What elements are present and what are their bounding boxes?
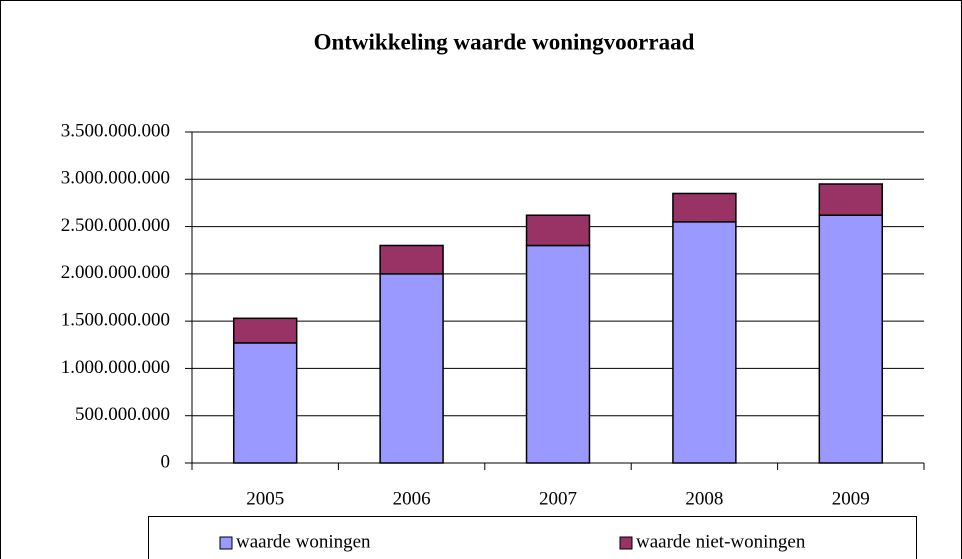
legend-label: waarde niet-woningen <box>636 531 806 552</box>
x-tick-label: 2009 <box>832 488 870 509</box>
bar-segment <box>232 317 298 344</box>
x-tick-label: 2007 <box>539 488 577 509</box>
legend-swatch <box>619 536 633 550</box>
y-tick-label: 3.000.000.000 <box>61 168 170 189</box>
bar-segment <box>818 183 884 216</box>
legend-swatch <box>219 536 233 550</box>
bar-segment <box>525 214 591 247</box>
y-tick-label: 3.500.000.000 <box>61 120 170 141</box>
y-tick-label: 1.500.000.000 <box>61 310 170 331</box>
y-tick-label: 2.500.000.000 <box>61 215 170 236</box>
bar-segment <box>232 342 298 464</box>
y-tick-label: 0 <box>161 451 171 472</box>
bar-segment <box>525 244 591 464</box>
x-tick-label: 2008 <box>685 488 723 509</box>
bar-segment <box>672 192 737 223</box>
y-tick-label: 500.000.000 <box>75 404 170 425</box>
x-tick-label: 2006 <box>393 488 431 509</box>
bar-segment <box>379 244 444 275</box>
legend-label: waarde woningen <box>236 531 371 552</box>
x-tick-label: 2005 <box>246 488 284 509</box>
legend-box <box>148 516 917 559</box>
bar-segment <box>379 273 444 464</box>
bar-segment <box>818 214 884 464</box>
y-tick-label: 2.000.000.000 <box>61 262 170 283</box>
chart-title: Ontwikkeling waarde woningvoorraad <box>314 29 695 54</box>
bar-segment <box>672 221 737 464</box>
y-tick-label: 1.000.000.000 <box>61 357 170 378</box>
